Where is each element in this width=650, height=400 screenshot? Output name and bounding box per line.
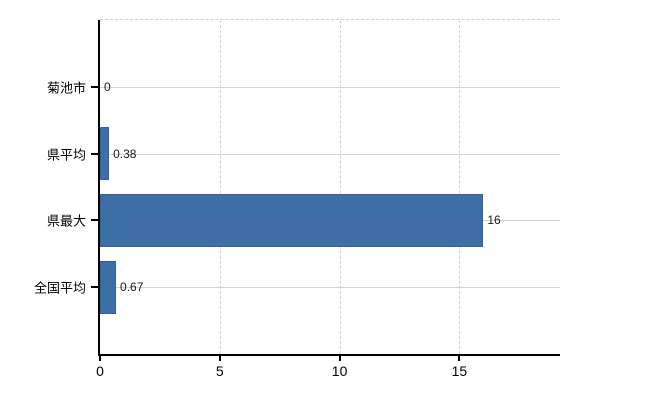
category-label: 菊池市 (46, 80, 86, 96)
data-bar (100, 193, 484, 247)
horizontal-gridline (100, 86, 560, 88)
x-axis-tick (458, 356, 461, 361)
x-axis-tick (218, 356, 221, 361)
y-axis-tick (91, 286, 98, 289)
x-axis-tick-label: 0 (96, 363, 104, 379)
y-axis-line (98, 20, 100, 356)
data-bar (100, 260, 117, 314)
value-label: 0.67 (120, 280, 144, 295)
y-axis-tick (91, 85, 98, 88)
vertical-gridline (459, 20, 461, 354)
value-label: 16 (487, 213, 501, 228)
horizontal-gridline (100, 287, 560, 289)
x-axis-tick (338, 356, 341, 361)
category-label: 全国平均 (33, 280, 86, 296)
x-axis-tick-label: 5 (215, 363, 224, 379)
vertical-gridline (339, 20, 341, 354)
data-bar (100, 127, 110, 181)
y-axis-tick (91, 152, 98, 155)
category-label: 県平均 (46, 147, 86, 163)
y-axis-tick (91, 219, 98, 222)
x-axis-line (98, 354, 560, 356)
plot-top-border (100, 19, 560, 20)
value-label: 0 (104, 79, 111, 94)
x-axis-tick (99, 356, 101, 361)
x-axis-tick-label: 10 (331, 363, 348, 379)
category-label: 県最大 (46, 213, 86, 229)
vertical-gridline (219, 20, 221, 354)
value-label: 0.38 (113, 146, 137, 161)
x-axis-tick-label: 15 (451, 363, 468, 379)
horizontal-gridline (100, 153, 560, 155)
